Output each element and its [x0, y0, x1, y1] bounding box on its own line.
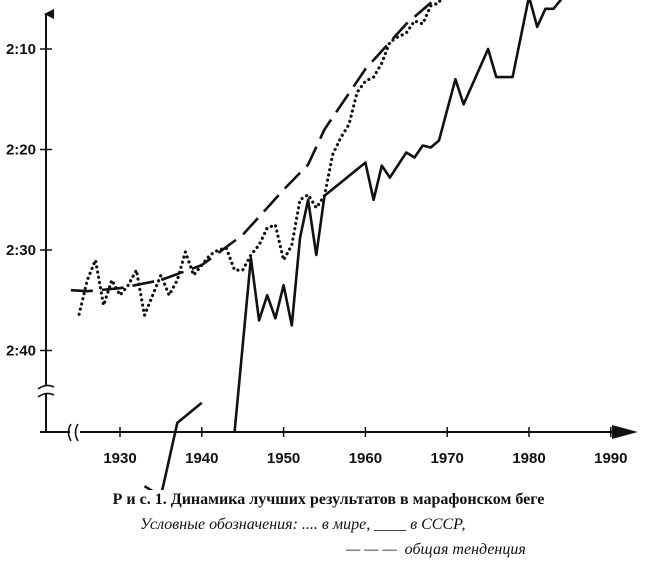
y-tick-label: 2:10 — [6, 41, 36, 58]
legend-line-2: — — — общая тенденция — [346, 541, 526, 558]
marathon-chart: 2:10 2:20 2:30 2:40 1930 1940 1950 1960 1970 1980… — [6, 0, 638, 490]
series-layer — [70, 0, 563, 490]
y-axis-break-mark — [37, 392, 55, 398]
figure-caption-title: Р и с. 1. Динамика лучших результатов в … — [112, 491, 545, 508]
x-tick-label: 1940 — [185, 450, 218, 467]
y-tick-label: 2:30 — [6, 242, 36, 259]
x-axis-break-mark — [67, 423, 72, 442]
x-tick-label: 1970 — [431, 450, 464, 467]
x-tick-label: 1950 — [267, 450, 300, 467]
x-axis-arrow — [612, 425, 638, 439]
x-tick-label: 1930 — [103, 450, 136, 467]
x-tick-label: 1960 — [349, 450, 382, 467]
series-ussr-solid-line-1 — [143, 401, 203, 490]
series-world-dotted-line — [77, 0, 442, 317]
x-tick-label: 1990 — [594, 450, 627, 467]
y-tick-label: 2:40 — [6, 343, 36, 360]
axes — [37, 9, 638, 442]
tick-layer: 2:10 2:20 2:30 2:40 1930 1940 1950 1960 1970 1980… — [6, 41, 628, 467]
series-ussr-solid-line-2 — [233, 0, 563, 434]
x-tick-label: 1980 — [512, 450, 545, 467]
y-axis-break-mark — [37, 384, 55, 390]
series-trend-dashed-line — [70, 0, 437, 293]
x-axis-break-mark — [74, 423, 79, 442]
y-tick-label: 2:20 — [6, 142, 36, 159]
legend-line-1: Условные обозначения: .... в мире, ____ … — [140, 516, 466, 533]
